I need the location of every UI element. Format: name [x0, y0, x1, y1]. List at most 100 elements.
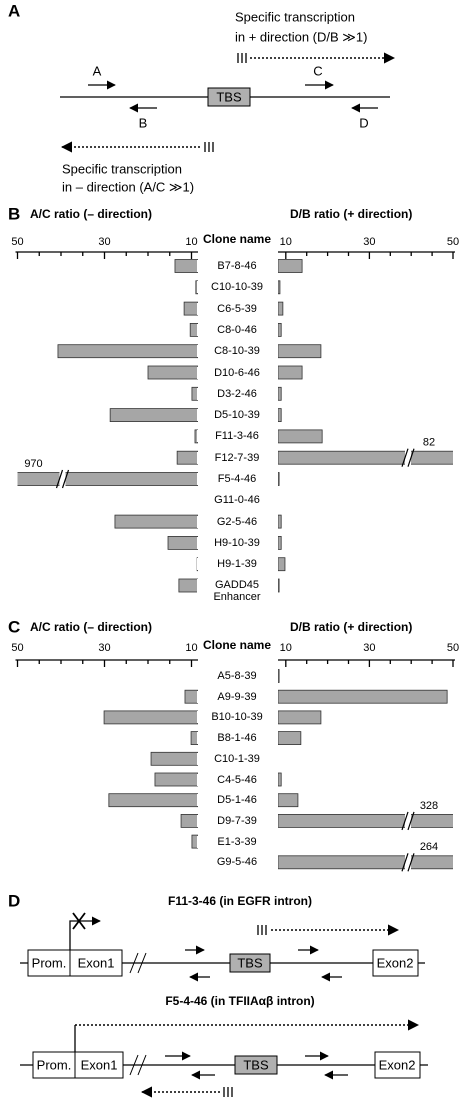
- bar: [195, 280, 198, 295]
- bar: [278, 578, 280, 593]
- category-label: D9-7-39: [197, 814, 277, 827]
- annotation: Specific transcription: [62, 161, 182, 176]
- name-header: Clone name: [203, 638, 271, 652]
- bar: [278, 365, 303, 380]
- tbs-box: [207, 87, 251, 107]
- category-label: H9-10-39: [197, 536, 277, 549]
- category-label: D5-1-46: [197, 794, 277, 807]
- bar: [189, 322, 198, 337]
- box-label: TBS: [237, 955, 263, 970]
- bar: [278, 793, 299, 808]
- marker: [204, 142, 214, 152]
- category-label: C8-10-39: [197, 345, 277, 358]
- x-tick-label: 30: [363, 236, 375, 248]
- marker: [223, 1087, 233, 1097]
- name-header: Clone name: [203, 232, 271, 246]
- series-title: D/B ratio (+ direction): [290, 207, 412, 221]
- bar: [278, 514, 282, 529]
- series-title: A/C ratio (– direction): [30, 207, 152, 221]
- bar-group: [103, 689, 198, 849]
- bar-group: [278, 669, 453, 870]
- value-label: 328: [420, 800, 438, 812]
- break-mark: [401, 811, 415, 831]
- category-label: B7-8-46: [197, 260, 277, 272]
- category-label: F5-4-46: [197, 473, 277, 485]
- break-gap: [405, 450, 411, 466]
- bar: [278, 386, 282, 401]
- x-tick-label: 30: [98, 236, 110, 248]
- bar: [278, 855, 453, 870]
- x-tick-label: 10: [185, 236, 197, 248]
- bar: [278, 536, 282, 550]
- bar: [278, 669, 280, 683]
- primer-label: B: [139, 115, 148, 130]
- bar: [147, 365, 198, 380]
- box-label: TBS: [216, 89, 242, 104]
- category-label: C10-1-39: [197, 752, 277, 765]
- bar: [178, 578, 198, 593]
- bar: [278, 814, 453, 828]
- x-tick-label: 30: [363, 642, 375, 654]
- bar: [278, 322, 282, 337]
- break-mark: [401, 448, 415, 467]
- x-tick-label: 10: [185, 642, 197, 654]
- series-title: A/C ratio (– direction): [30, 620, 152, 634]
- panel-a: A Specific transcription in + direction …: [8, 1, 396, 194]
- panel-letter: C: [8, 617, 20, 636]
- bar: [154, 772, 198, 787]
- bar: [103, 710, 198, 725]
- bar: [167, 536, 198, 550]
- break-gap: [405, 854, 411, 870]
- break-mark: [55, 469, 70, 489]
- break-gap: [59, 471, 66, 487]
- x-tick-label: 10: [280, 236, 292, 248]
- bar: [108, 793, 198, 808]
- x-tick-label: 50: [11, 642, 23, 654]
- category-label: D3-2-46: [197, 387, 277, 400]
- category-label: A5-8-39: [197, 670, 277, 682]
- value-label: 970: [24, 458, 42, 470]
- bar: [57, 344, 198, 359]
- bar: [176, 450, 198, 465]
- bar: [180, 814, 198, 828]
- category-label: H9-1-39: [197, 558, 277, 571]
- x-tick-label: 50: [11, 236, 23, 248]
- x-tick-label: 50: [447, 236, 459, 248]
- category-label: C10-10-39: [197, 281, 277, 294]
- panel-letter: A: [8, 1, 20, 20]
- break-mark: [401, 853, 415, 872]
- bar-group: [17, 259, 198, 593]
- category-label: D5-10-39: [197, 409, 277, 422]
- category-label: G9-5-46: [197, 856, 277, 869]
- category-label: G11-0-46: [197, 494, 277, 507]
- marker: [237, 53, 247, 63]
- category-label: C6-5-39: [197, 302, 277, 315]
- series-title: D/B ratio (+ direction): [290, 620, 412, 634]
- bar: [278, 772, 282, 787]
- annotation: Specific transcription: [235, 9, 355, 24]
- category-label: E1-3-39: [197, 835, 277, 848]
- exon-box: [69, 949, 123, 977]
- exon-box: [374, 1051, 421, 1079]
- bar: [278, 280, 281, 295]
- category-label: F12-7-39: [197, 451, 277, 464]
- marker: [257, 925, 267, 935]
- bar: [278, 710, 322, 725]
- value-label: 82: [423, 437, 435, 449]
- break-mark: [129, 1054, 147, 1076]
- tss-arrow: [69, 916, 101, 950]
- category-label: C4-5-46: [197, 773, 277, 786]
- bar: [278, 472, 280, 486]
- x-tick-label: 30: [98, 642, 110, 654]
- bar: [278, 429, 323, 444]
- category-label: A9-9-39: [197, 690, 277, 703]
- category-label: G2-5-46: [197, 515, 277, 528]
- box-label: TBS: [243, 1057, 269, 1072]
- bar: [278, 450, 453, 465]
- bar: [184, 689, 198, 704]
- diagram-title: F5-4-46 (in TFIIAαβ intron): [165, 994, 314, 1008]
- block-mark: [72, 912, 86, 930]
- box-label: Exon2: [377, 955, 414, 970]
- bar: [278, 689, 448, 704]
